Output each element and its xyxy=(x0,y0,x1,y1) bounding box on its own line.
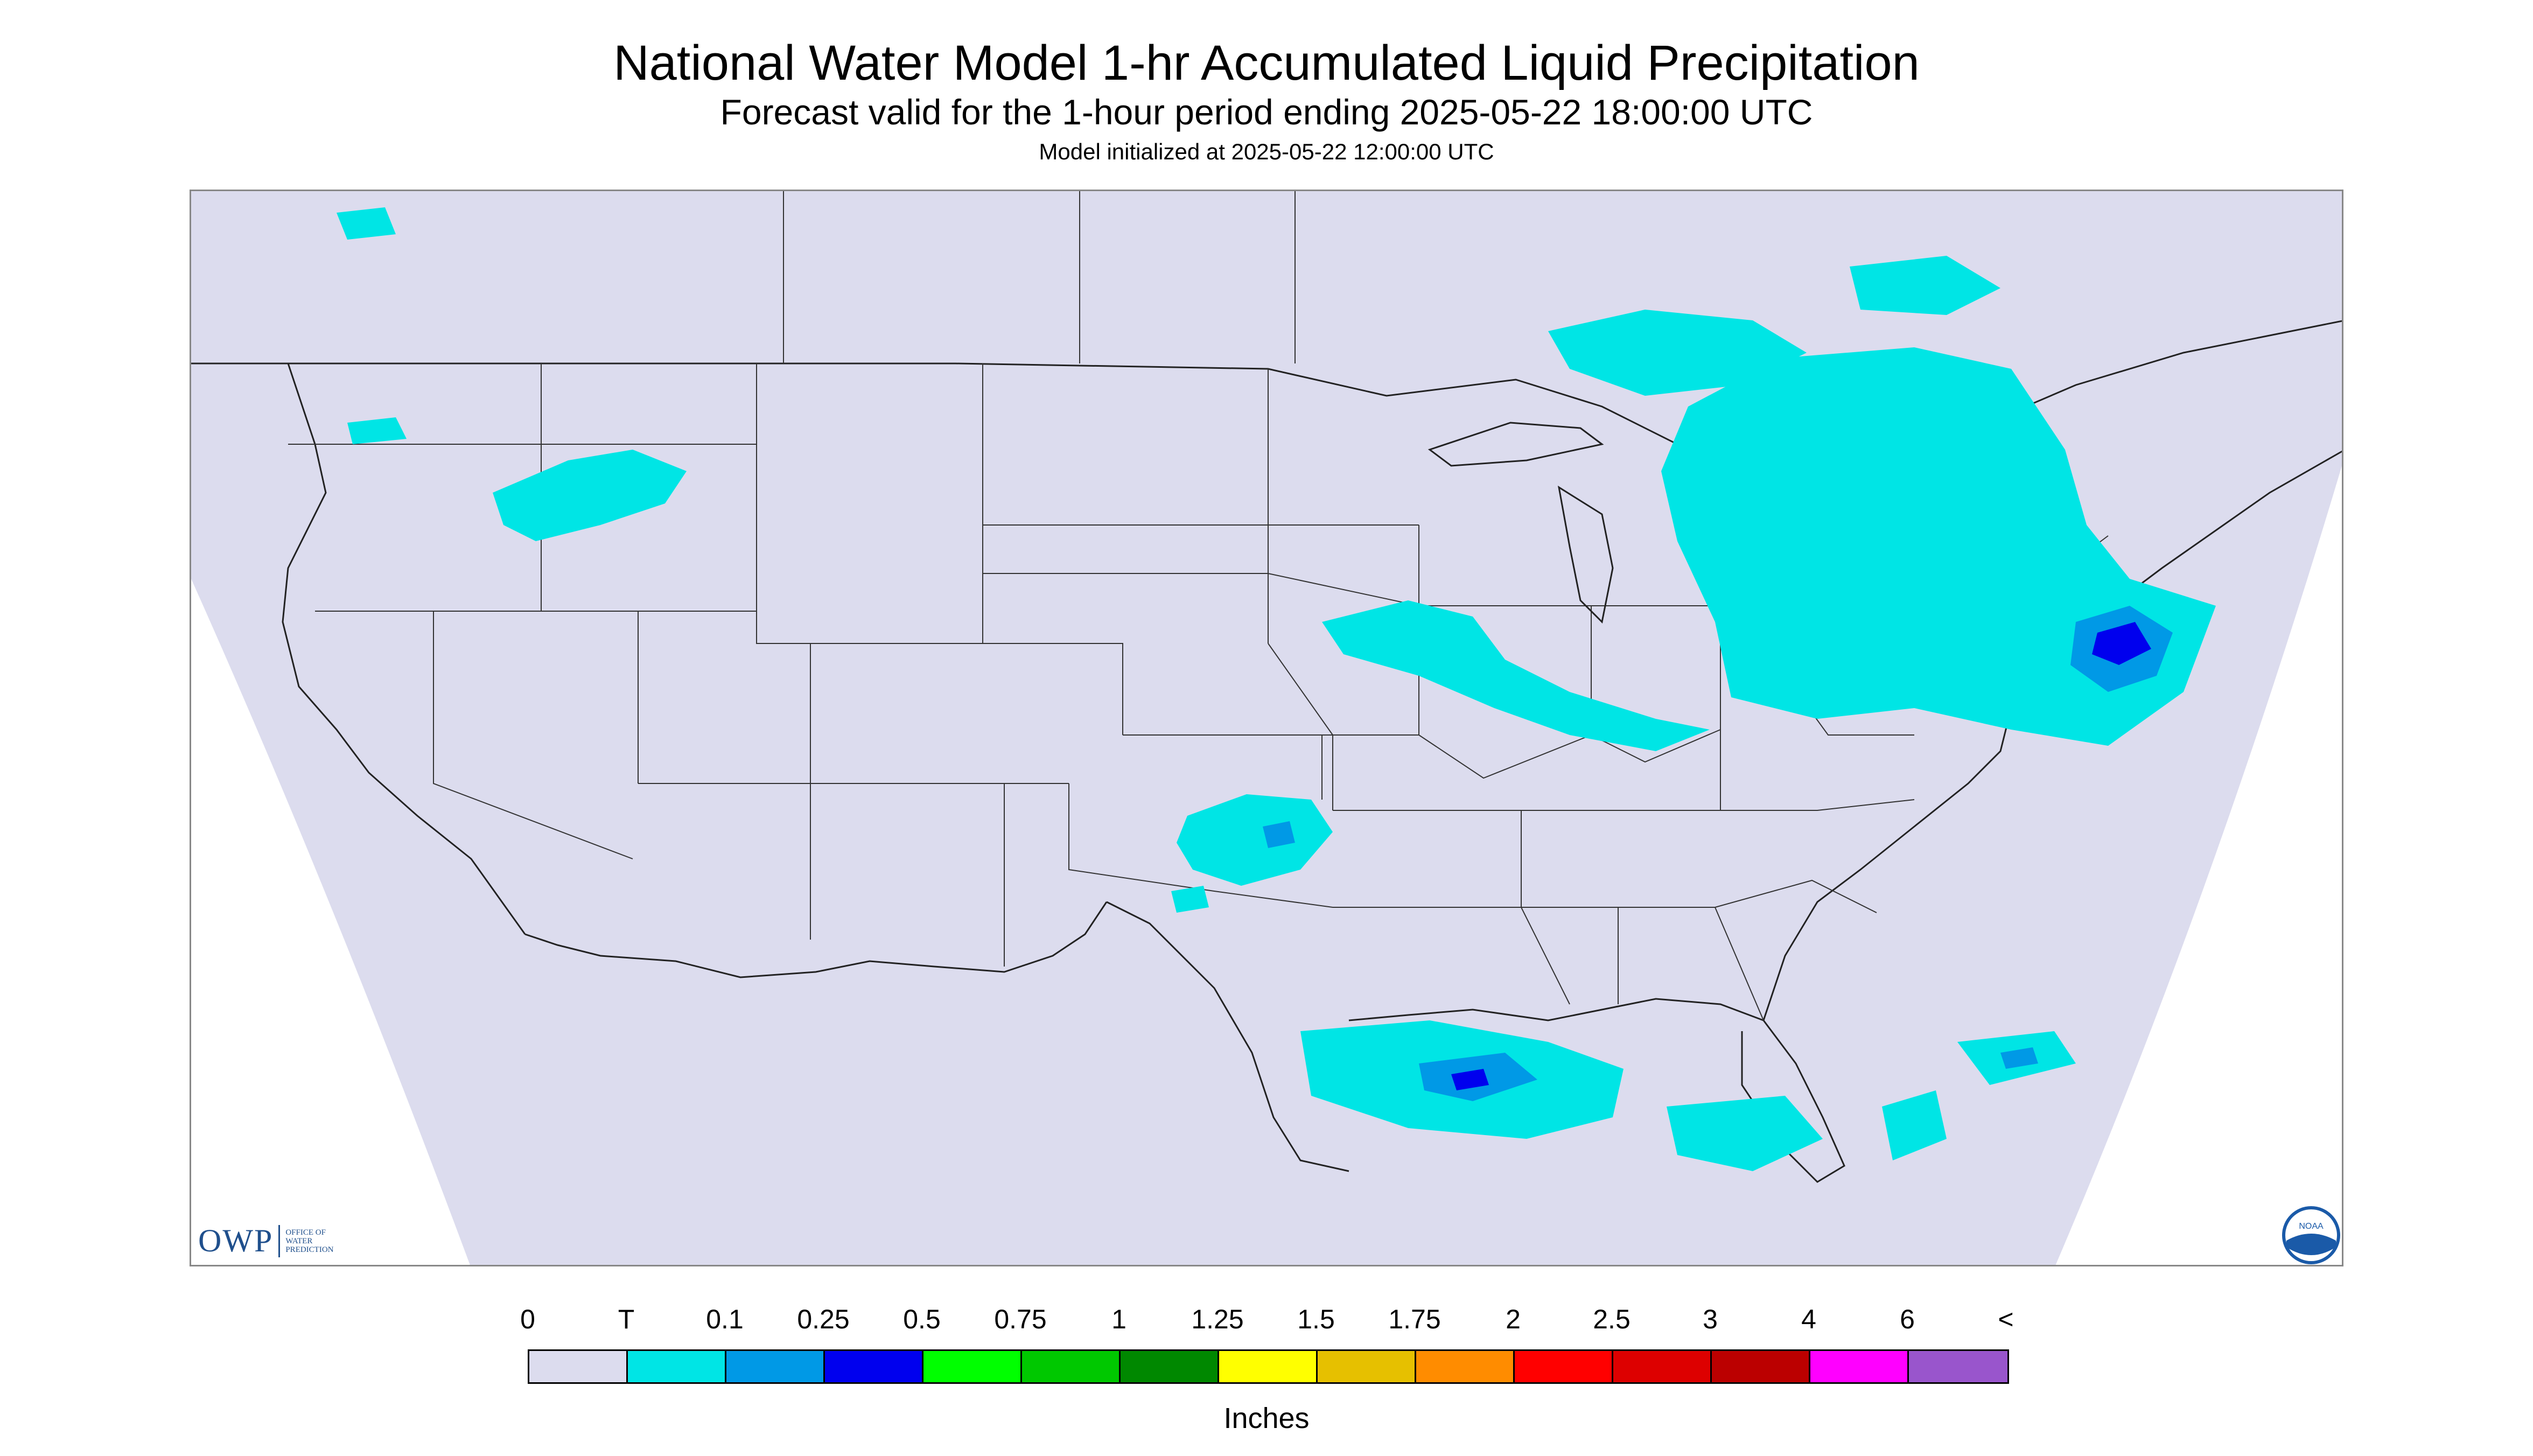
legend-label: < xyxy=(1998,1304,2014,1334)
legend-color-bar xyxy=(528,1349,2009,1384)
legend-swatch xyxy=(1613,1351,1712,1382)
legend-label: 1.5 xyxy=(1297,1304,1335,1334)
owp-logo-text: OWP xyxy=(198,1223,274,1258)
legend-label: 0 xyxy=(520,1304,535,1334)
legend-label: 1 xyxy=(1111,1304,1126,1334)
legend-swatch xyxy=(726,1351,825,1382)
forecast-valid-subtitle: Forecast valid for the 1-hour period end… xyxy=(720,92,1813,132)
precip-0.25-areas xyxy=(1451,622,2151,1090)
legend-units: Inches xyxy=(1223,1402,1310,1434)
legend-swatch xyxy=(825,1351,923,1382)
owp-logo-divider xyxy=(278,1224,281,1257)
legend-label: T xyxy=(618,1304,635,1334)
precipitation-legend: 0 T 0.1 0.25 0.5 0.75 1 1.25 1.5 1.75 2 2.5 3 4 6 < xyxy=(520,1292,2014,1443)
legend-swatch xyxy=(1416,1351,1515,1382)
legend-swatch xyxy=(923,1351,1022,1382)
legend-label: 0.25 xyxy=(797,1304,850,1334)
legend-swatch xyxy=(1909,1351,2007,1382)
legend-label: 0.1 xyxy=(706,1304,744,1334)
legend-swatch xyxy=(1318,1351,1416,1382)
noaa-logo: NOAA xyxy=(2282,1206,2340,1264)
legend-label: 1.25 xyxy=(1191,1304,1244,1334)
precipitation-map xyxy=(190,190,2343,1266)
legend-label: 2 xyxy=(1506,1304,1521,1334)
legend-label: 0.75 xyxy=(994,1304,1047,1334)
map-title: National Water Model 1-hr Accumulated Li… xyxy=(613,36,1920,90)
legend-label: 4 xyxy=(1801,1304,1816,1334)
legend-swatch xyxy=(1121,1351,1219,1382)
legend-label: 3 xyxy=(1703,1304,1718,1334)
legend-swatch xyxy=(1810,1351,1909,1382)
legend-labels: 0 T 0.1 0.25 0.5 0.75 1 1.25 1.5 1.75 2 2.5 3 4 6 < xyxy=(520,1303,2014,1335)
map-canvas xyxy=(191,191,2342,1265)
owp-logo-subtext: OFFICE OF WATER PREDICTION xyxy=(285,1228,334,1254)
legend-label: 2.5 xyxy=(1593,1304,1631,1334)
noaa-logo-text: NOAA xyxy=(2299,1222,2324,1231)
legend-label: 6 xyxy=(1900,1304,1915,1334)
legend-swatch xyxy=(1515,1351,1613,1382)
model-initialized-text: Model initialized at 2025-05-22 12:00:00… xyxy=(1039,139,1494,164)
legend-swatch xyxy=(1022,1351,1121,1382)
legend-swatch xyxy=(1219,1351,1318,1382)
legend-swatch xyxy=(1712,1351,1810,1382)
owp-logo: OWP OFFICE OF WATER PREDICTION xyxy=(198,1222,334,1259)
legend-swatch xyxy=(628,1351,726,1382)
legend-swatch xyxy=(529,1351,628,1382)
legend-label: 1.75 xyxy=(1388,1304,1441,1334)
legend-label: 0.5 xyxy=(903,1304,941,1334)
